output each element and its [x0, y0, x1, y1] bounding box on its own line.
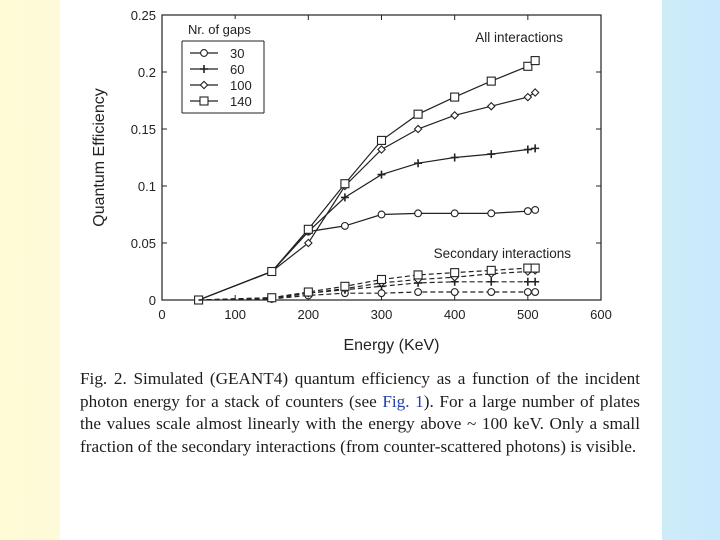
x-tick-label: 300 [371, 307, 393, 322]
legend-marker [200, 65, 208, 73]
legend-label: 30 [230, 46, 244, 61]
point-secondary-140 [450, 268, 460, 278]
point-all-140 [530, 56, 540, 66]
caption-text-end: ). For a large number of plates the valu… [80, 391, 640, 456]
y-tick-label: 0.1 [138, 179, 156, 194]
legend-label: 140 [230, 94, 252, 109]
point-all-100 [450, 110, 460, 120]
series-secondary-140 [198, 263, 540, 303]
legend-marker [200, 49, 208, 57]
series-all-140 [194, 56, 540, 305]
x-tick-label: 400 [444, 307, 466, 322]
point-secondary-30 [487, 288, 496, 296]
point-secondary-60 [523, 277, 532, 286]
y-tick-label: 0.2 [138, 65, 156, 80]
series-all-60 [194, 144, 540, 304]
series-line-secondary-60 [198, 281, 536, 301]
point-secondary-60 [487, 277, 496, 286]
point-secondary-30 [414, 288, 423, 296]
y-tick-label: 0.25 [131, 8, 156, 23]
point-all-100 [530, 88, 540, 97]
point-all-60 [450, 153, 459, 162]
point-all-100 [413, 124, 423, 134]
point-all-30 [531, 205, 540, 214]
point-secondary-140 [267, 293, 277, 303]
legend-title: Nr. of gaps [188, 22, 251, 37]
point-all-30 [377, 210, 386, 219]
caption-figure-link[interactable]: Fig. 1 [382, 391, 424, 411]
point-all-140 [413, 109, 423, 119]
point-all-140 [267, 266, 277, 277]
point-all-140 [450, 92, 460, 102]
point-all-60 [414, 159, 423, 168]
series-line-all-60 [198, 147, 536, 301]
x-tick-label: 500 [517, 307, 539, 322]
point-all-30 [414, 209, 423, 218]
y-axis-label: Quantum Efficiency [91, 88, 108, 226]
point-secondary-30 [450, 288, 459, 296]
point-all-30 [450, 209, 459, 218]
point-all-140 [486, 76, 496, 86]
y-tick-label: 0.15 [131, 122, 156, 137]
point-all-140 [376, 135, 387, 145]
x-tick-label: 100 [224, 307, 246, 322]
point-all-30 [523, 207, 532, 216]
x-tick-label: 0 [158, 307, 165, 322]
point-all-60 [531, 144, 540, 153]
legend-label: 60 [230, 62, 244, 77]
point-all-100 [377, 145, 386, 154]
point-secondary-140 [530, 263, 540, 273]
legend-label: 100 [230, 78, 252, 93]
point-all-100 [486, 101, 496, 111]
point-all-30 [340, 221, 349, 230]
point-all-60 [340, 193, 349, 202]
legend-background [182, 19, 264, 113]
x-axis-label: Energy (KeV) [343, 337, 439, 354]
point-secondary-30 [377, 289, 386, 298]
point-secondary-140 [303, 287, 313, 297]
point-secondary-60 [531, 277, 540, 286]
series-line-secondary-100 [198, 269, 536, 301]
series-line-secondary-30 [198, 291, 536, 301]
point-all-100 [523, 92, 533, 102]
point-all-140 [523, 61, 533, 71]
point-all-100 [303, 238, 313, 248]
point-secondary-30 [531, 288, 540, 296]
point-secondary-140 [486, 265, 496, 275]
legend-marker [199, 96, 209, 106]
point-secondary-140 [376, 274, 387, 285]
series-line-secondary-140 [198, 267, 536, 301]
point-secondary-140 [413, 270, 423, 280]
y-tick-label: 0 [149, 293, 156, 308]
point-all-30 [487, 209, 496, 218]
series-line-all-100 [198, 91, 536, 301]
quantum-efficiency-chart: 0 100 200 300 400 500 600 0 0.05 0.1 0.15 0.2 0.25 En… [91, 8, 612, 354]
legend-marker [199, 80, 209, 90]
point-secondary-140 [340, 281, 350, 291]
point-all-140 [340, 179, 350, 189]
point-all-60 [523, 145, 532, 154]
figure-panel: 0 100 200 300 400 500 600 0 0.05 0.1 0.15 0.2 0.25 En… [60, 0, 662, 540]
figure-caption: Fig. 2. Simulated (GEANT4) quantum effic… [80, 368, 640, 458]
y-tick-label: 0.05 [131, 236, 156, 251]
point-all-60 [377, 170, 386, 179]
annotation-secondary-interactions: Secondary interactions [434, 246, 572, 261]
x-tick-label: 200 [297, 307, 319, 322]
caption-text-start: Fig. 2. Simulated (GEANT4) quantum effic… [80, 369, 640, 411]
point-all-140 [303, 224, 313, 234]
point-secondary-30 [523, 288, 532, 296]
x-tick-label: 600 [590, 307, 612, 322]
point-all-60 [487, 150, 496, 159]
annotation-all-interactions: All interactions [475, 30, 563, 45]
series-line-all-140 [198, 60, 536, 301]
